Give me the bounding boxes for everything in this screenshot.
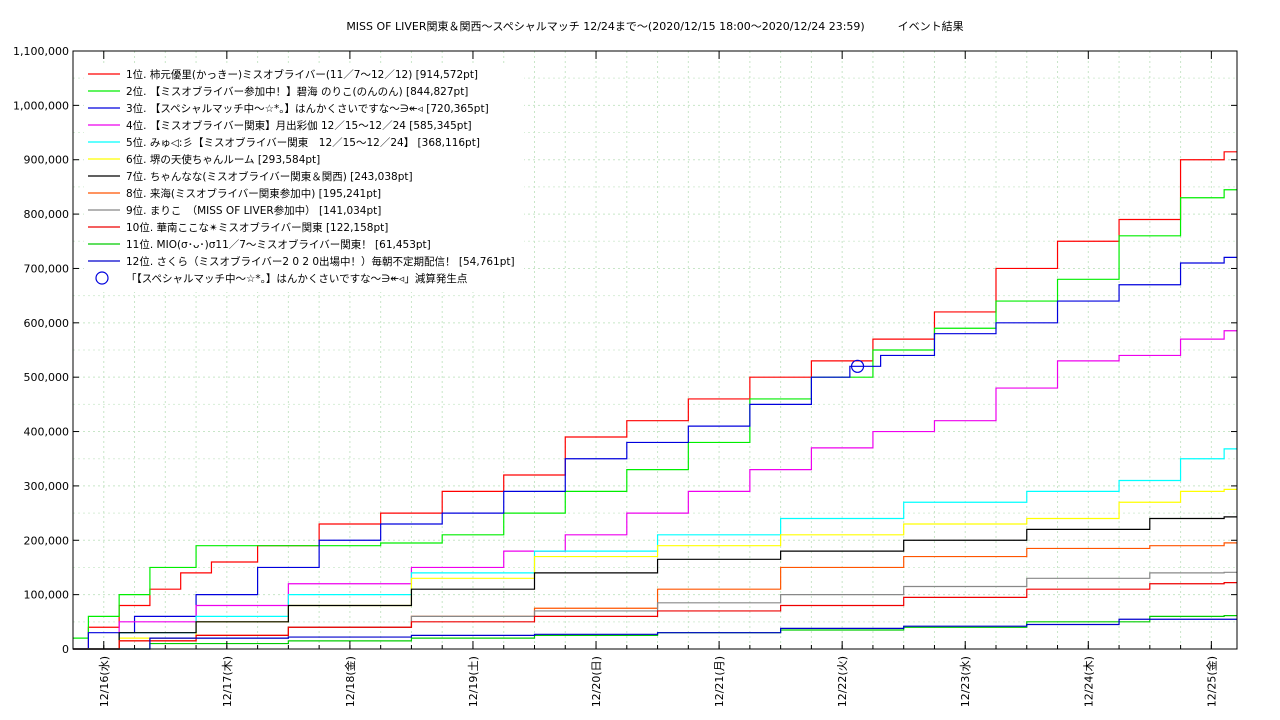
- series-line-10: [73, 581, 1237, 650]
- legend-entry-6: 6位. 堺の天使ちゃんルーム [293,584pt]: [126, 153, 320, 166]
- x-tick-label: 12/16(水): [98, 656, 111, 707]
- legend-box: [84, 64, 524, 292]
- legend: 1位. 柿元優里(かっきー)ミスオブライバー(11／7〜12／12) [914,…: [88, 68, 515, 285]
- y-tick-label: 700,000: [24, 262, 70, 275]
- y-tick-label: 600,000: [24, 317, 70, 330]
- x-tick-label: 12/18(金): [343, 656, 357, 707]
- series-line-12: [73, 618, 1237, 650]
- y-tick-label: 400,000: [24, 426, 70, 439]
- series-line-4: [73, 330, 1237, 650]
- legend-entry-3: 3位. 【スペシャルマッチ中〜☆*。】はんかくさいですな〜∋↞◃ [720,36…: [126, 102, 489, 115]
- marker-layer: [850, 359, 865, 373]
- y-tick-label: 900,000: [24, 154, 70, 167]
- series-line-2: [73, 189, 1237, 639]
- y-tick-label: 800,000: [24, 208, 70, 221]
- x-tick-label: 12/22(火): [836, 656, 849, 707]
- series-line-5: [73, 448, 1237, 650]
- y-tick-label: 200,000: [24, 534, 70, 547]
- legend-entry-9: 9位. まりこ （MISS OF LIVER参加中） [141,034pt]: [126, 204, 381, 217]
- legend-entry-1: 1位. 柿元優里(かっきー)ミスオブライバー(11／7〜12／12) [914,…: [126, 68, 478, 81]
- x-tick-label: 12/20(日): [590, 656, 603, 707]
- legend-entry-2: 2位. 【ミスオブライバー参加中！】碧海 のりこ(のんのん) [844,827p…: [126, 85, 468, 98]
- series-line-7: [73, 516, 1237, 650]
- penalty-marker: [850, 359, 865, 373]
- legend-entry-8: 8位. 来海(ミスオブライバー関東参加中) [195,241pt]: [126, 187, 381, 200]
- x-tick-label: 12/24(木): [1082, 656, 1095, 707]
- series-line-1: [73, 151, 1237, 650]
- series-layer: [73, 151, 1237, 650]
- y-tick-label: 300,000: [24, 480, 70, 493]
- legend-entry-5: 5位. みゅ◁:彡【ミスオブライバー関東 12／15〜12／24】 [368,1…: [126, 136, 480, 149]
- x-tick-label: 12/21(月): [713, 656, 726, 707]
- plot-frame: [72, 50, 1238, 650]
- x-tick-label: 12/23(水): [959, 656, 972, 707]
- legend-entry-11: 11位. MIO(σ･ᴗ･)σ11／7〜ミスオブライバー関東！ [61,453p…: [126, 238, 431, 251]
- y-tick-label: 1,100,000: [13, 45, 69, 58]
- legend-entry-4: 4位. 【ミスオブライバー関東】月出彩伽 12／15〜12／24 [585,34…: [126, 119, 472, 132]
- y-tick-label: 500,000: [24, 371, 70, 384]
- legend-entry-12: 12位. さくら（ミスオブライバー2 0 2 0出場中！）毎朝不定期配信！ [5…: [126, 255, 515, 268]
- axis-layer: 0 100,000 200,000 300,000 400,000 500,000 600,…: [13, 45, 1237, 707]
- y-tick-label: 0: [62, 643, 69, 656]
- legend-marker-entry: 「【スペシャルマッチ中〜☆*。】はんかくさいですな〜∋↞◃」減算発生点: [126, 272, 467, 285]
- legend-entry-10: 10位. 華南ここな✴ミスオブライバー関東 [122,158pt]: [126, 221, 388, 234]
- x-tick-label: 12/17(木): [221, 656, 234, 707]
- legend-marker-swatch: [95, 271, 109, 285]
- x-tick-label: 12/25(金): [1204, 656, 1218, 707]
- y-tick-label: 100,000: [24, 589, 70, 602]
- chart-title: MISS OF LIVER関東＆関西〜スペシャルマッチ 12/24まで〜(202…: [346, 19, 963, 33]
- y-tick-label: 1,000,000: [13, 99, 69, 112]
- legend-entry-7: 7位. ちゃんなな(ミスオブライバー関東＆関西) [243,038pt]: [126, 170, 413, 183]
- x-tick-label: 12/19(土): [467, 656, 480, 707]
- series-line-3: [73, 256, 1237, 650]
